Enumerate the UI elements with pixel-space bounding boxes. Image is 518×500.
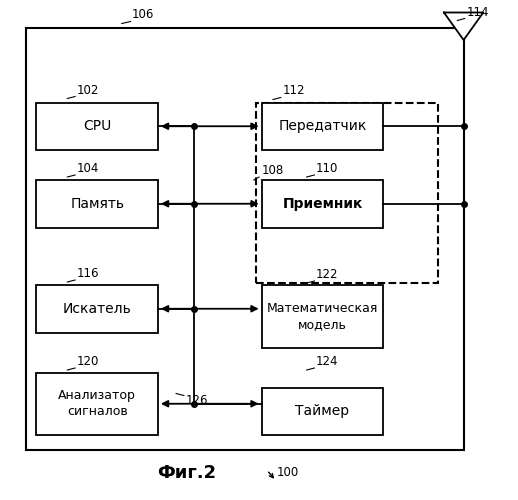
Text: 100: 100: [277, 466, 299, 479]
Text: 116: 116: [77, 267, 99, 280]
Text: 108: 108: [262, 164, 284, 177]
Text: Фиг.2: Фиг.2: [157, 464, 216, 481]
Text: Память: Память: [70, 196, 124, 211]
Text: CPU: CPU: [83, 120, 111, 134]
Text: Приемник: Приемник: [282, 196, 363, 211]
Text: 124: 124: [316, 355, 338, 368]
FancyBboxPatch shape: [262, 180, 383, 228]
Text: 126: 126: [185, 394, 208, 406]
FancyBboxPatch shape: [36, 180, 158, 228]
Polygon shape: [444, 12, 483, 40]
Text: Анализатор
сигналов: Анализатор сигналов: [58, 389, 136, 418]
Text: Математическая
модель: Математическая модель: [267, 302, 378, 331]
Text: 102: 102: [77, 84, 99, 96]
Text: 106: 106: [132, 8, 154, 22]
FancyBboxPatch shape: [36, 285, 158, 333]
Text: Передатчик: Передатчик: [278, 120, 367, 134]
Text: Таймер: Таймер: [295, 404, 350, 418]
Text: 120: 120: [77, 355, 99, 368]
FancyBboxPatch shape: [36, 102, 158, 150]
Text: Искатель: Искатель: [63, 302, 132, 316]
Text: 104: 104: [77, 162, 99, 175]
FancyBboxPatch shape: [262, 102, 383, 150]
Text: 112: 112: [282, 84, 305, 98]
Text: 114: 114: [466, 6, 488, 18]
FancyBboxPatch shape: [36, 372, 158, 435]
Text: 122: 122: [316, 268, 338, 281]
FancyBboxPatch shape: [262, 388, 383, 435]
Text: 110: 110: [316, 162, 338, 175]
FancyBboxPatch shape: [26, 28, 464, 450]
FancyBboxPatch shape: [262, 285, 383, 348]
